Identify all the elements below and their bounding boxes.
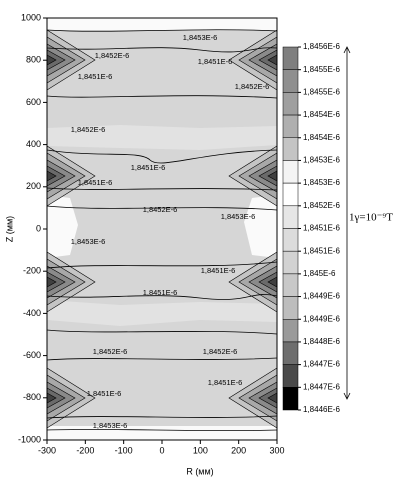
contour-label: 1,8452E-6 (93, 347, 128, 356)
plot-background (47, 18, 277, 440)
colorbar-label: 1,845E-6 (303, 269, 336, 278)
y-axis-title: Z (мм) (4, 216, 14, 242)
contour-label: 1,8451E-6 (78, 178, 113, 187)
contour-label: 1,8452E-6 (143, 205, 178, 214)
contour-line (46, 29, 278, 32)
contour-label: 1,8453E-6 (71, 237, 106, 246)
colorbar-swatch (282, 160, 299, 184)
contour-label: 1,8451E-6 (208, 378, 243, 387)
colorbar-swatch (282, 228, 299, 252)
colorbar-label: 1,8446E-6 (303, 405, 340, 414)
contour-label: 1,8451E-6 (87, 389, 122, 398)
colorbar-swatch (282, 182, 299, 207)
colorbar-swatch (282, 92, 299, 116)
colorbar-swatch (282, 273, 299, 297)
colorbar-swatch (282, 296, 299, 320)
colorbar-label: 1,8449E-6 (303, 314, 340, 323)
colorbar-label: 1,8455E-6 (303, 65, 340, 74)
colorbar-label: 1,8453E-6 (303, 156, 340, 165)
contour-line (46, 187, 278, 191)
colorbar-label: 1,8455E-6 (303, 87, 340, 96)
contour-label: 1,8452E-6 (95, 51, 130, 60)
y-tick-label: 0 (36, 223, 41, 233)
colorbar-label: 1,8451E-6 (303, 224, 340, 233)
y-tick-label: 1000 (21, 12, 41, 22)
contour-line (46, 205, 278, 211)
colorbar-swatch (282, 137, 299, 161)
band (47, 300, 277, 326)
contour-label: 1,8452E-6 (203, 347, 238, 356)
contour-label: 1,8453E-6 (93, 421, 128, 430)
y-tick-label: -200 (23, 266, 41, 276)
x-axis-title: R (мм) (186, 466, 213, 476)
contour-label: 1,8453E-6 (183, 33, 218, 42)
contour-line (46, 95, 278, 99)
colorbar-label: 1,8453E-6 (303, 178, 340, 187)
contour-line (46, 329, 278, 335)
contour-line (46, 415, 278, 419)
colorbar-label: 1,8447E-6 (303, 382, 340, 391)
colorbar-swatch (282, 46, 299, 70)
colorbar-swatch (282, 250, 299, 275)
colorbar-label: 1,8451E-6 (303, 246, 340, 255)
colorbar-swatch (282, 205, 299, 229)
contour-label: 1,8452E-6 (71, 125, 106, 134)
side-region (47, 195, 78, 258)
y-tick-label: 800 (26, 55, 41, 65)
colorbar-swatch (282, 387, 299, 411)
colorbar-swatch (282, 364, 299, 388)
colorbar-swatch (282, 69, 299, 93)
band (47, 125, 277, 150)
edge-band (47, 18, 277, 30)
contour-line (46, 357, 278, 361)
contour-label: 1,8451E-6 (201, 266, 236, 275)
x-tick-label: 200 (231, 445, 246, 455)
contour-line (46, 261, 278, 269)
contour-line (46, 429, 278, 431)
y-tick-label: -1000 (18, 434, 41, 444)
contour-label: 1,8451E-6 (143, 288, 178, 297)
y-tick-label: -400 (23, 308, 41, 318)
colorbar-swatch (282, 114, 299, 138)
contour-label: 1,8451E-6 (78, 72, 113, 81)
colorbar-label: 1,8449E-6 (303, 292, 340, 301)
colorbar-label: 1,8447E-6 (303, 360, 340, 369)
y-tick-label: -600 (23, 350, 41, 360)
contour-label: 1,8452E-6 (235, 82, 270, 91)
colorbar-label: 1,8454E-6 (303, 133, 340, 142)
x-tick-label: -300 (38, 445, 56, 455)
colorbar-label: 1,8456E-6 (303, 42, 340, 51)
arrow-heads (343, 46, 351, 400)
y-tick-label: 400 (26, 139, 41, 149)
unit-annotation: 1γ=10⁻⁹T (349, 212, 393, 224)
contour-line (46, 294, 278, 300)
colorbar-swatch (282, 341, 299, 365)
x-tick-label: 0 (159, 445, 164, 455)
y-tick-label: 200 (26, 181, 41, 191)
y-tick-label: -800 (23, 392, 41, 402)
contour-label: 1,8451E-6 (131, 163, 166, 172)
y-tick-label: 600 (26, 97, 41, 107)
x-tick-label: 300 (269, 445, 284, 455)
contour-lines (46, 29, 278, 431)
colorbar-label: 1,8454E-6 (303, 110, 340, 119)
contour-line (46, 47, 278, 53)
contour-label: 1,8453E-6 (221, 212, 256, 221)
edge-band (47, 426, 277, 440)
colorbar-swatch (282, 319, 299, 343)
x-tick-label: -200 (76, 445, 94, 455)
colorbar-label: 1,8448E-6 (303, 337, 340, 346)
contour-line (46, 149, 278, 164)
x-tick-label: 100 (193, 445, 208, 455)
colorbar-label: 1,8452E-6 (303, 201, 340, 210)
contour-label: 1,8451E-6 (198, 57, 233, 66)
x-tick-label: -100 (115, 445, 133, 455)
side-region (244, 195, 277, 258)
